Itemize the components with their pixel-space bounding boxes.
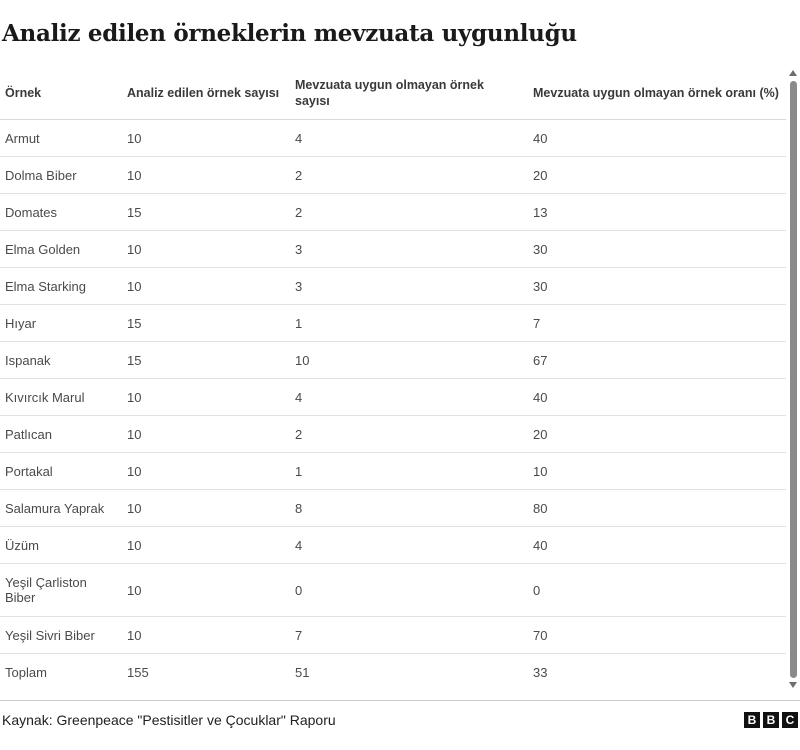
cell-analyzed-count: 15 [122, 341, 290, 379]
scroll-up-arrow-icon[interactable] [789, 70, 797, 76]
bbc-logo: B B C [744, 712, 798, 728]
cell-noncompliant-ratio: 20 [528, 156, 786, 194]
column-header-sample: Örnek [0, 66, 122, 120]
cell-noncompliant-count: 0 [290, 563, 528, 617]
cell-sample: Domates [0, 193, 122, 231]
cell-sample: Salamura Yaprak [0, 489, 122, 527]
table-row: Yeşil Çarliston Biber 10 0 0 [0, 563, 786, 617]
cell-noncompliant-ratio: 70 [528, 616, 786, 654]
cell-noncompliant-count: 7 [290, 616, 528, 654]
vertical-scrollbar[interactable] [787, 66, 800, 690]
cell-analyzed-count: 10 [122, 526, 290, 564]
cell-noncompliant-ratio: 20 [528, 415, 786, 453]
table-row: Elma Golden 10 3 30 [0, 230, 786, 268]
logo-letter: B [763, 712, 779, 728]
cell-sample: Portakal [0, 452, 122, 490]
cell-noncompliant-ratio: 10 [528, 452, 786, 490]
cell-noncompliant-ratio: 40 [528, 119, 786, 157]
cell-noncompliant-count: 8 [290, 489, 528, 527]
cell-analyzed-count: 10 [122, 230, 290, 268]
table-row: Kıvırcık Marul 10 4 40 [0, 378, 786, 416]
cell-noncompliant-ratio: 80 [528, 489, 786, 527]
table-row: Portakal 10 1 10 [0, 452, 786, 490]
data-table: Örnek Analiz edilen örnek sayısı Mevzuat… [0, 66, 786, 690]
table-row: Domates 15 2 13 [0, 193, 786, 231]
cell-analyzed-count: 10 [122, 415, 290, 453]
cell-analyzed-count: 10 [122, 563, 290, 617]
cell-noncompliant-count: 2 [290, 156, 528, 194]
table-row: Armut 10 4 40 [0, 119, 786, 157]
table-row-total: Toplam 155 51 33 [0, 653, 786, 690]
table-row: Üzüm 10 4 40 [0, 526, 786, 564]
cell-analyzed-count: 10 [122, 489, 290, 527]
cell-noncompliant-count: 4 [290, 119, 528, 157]
cell-analyzed-count: 10 [122, 452, 290, 490]
cell-sample: Armut [0, 119, 122, 157]
cell-sample: Yeşil Sivri Biber [0, 616, 122, 654]
cell-noncompliant-count: 3 [290, 267, 528, 305]
cell-noncompliant-ratio: 40 [528, 526, 786, 564]
source-note: Kaynak: Greenpeace "Pestisitler ve Çocuk… [2, 712, 336, 728]
cell-analyzed-count: 155 [122, 653, 290, 690]
cell-sample: Yeşil Çarliston Biber [0, 563, 122, 617]
cell-sample: Kıvırcık Marul [0, 378, 122, 416]
column-header-analyzed-count: Analiz edilen örnek sayısı [122, 66, 290, 120]
cell-noncompliant-ratio: 30 [528, 267, 786, 305]
cell-sample: Üzüm [0, 526, 122, 564]
cell-noncompliant-count: 3 [290, 230, 528, 268]
cell-noncompliant-ratio: 0 [528, 563, 786, 617]
table-row: Patlıcan 10 2 20 [0, 415, 786, 453]
cell-noncompliant-count: 4 [290, 526, 528, 564]
cell-noncompliant-ratio: 40 [528, 378, 786, 416]
cell-analyzed-count: 15 [122, 304, 290, 342]
logo-letter: C [782, 712, 798, 728]
cell-analyzed-count: 10 [122, 616, 290, 654]
cell-noncompliant-ratio: 7 [528, 304, 786, 342]
cell-analyzed-count: 10 [122, 267, 290, 305]
table-row: Salamura Yaprak 10 8 80 [0, 489, 786, 527]
cell-noncompliant-count: 2 [290, 415, 528, 453]
cell-noncompliant-count: 51 [290, 653, 528, 690]
logo-letter: B [744, 712, 760, 728]
cell-sample: Dolma Biber [0, 156, 122, 194]
cell-sample: Patlıcan [0, 415, 122, 453]
cell-noncompliant-ratio: 33 [528, 653, 786, 690]
column-header-noncompliant-ratio: Mevzuata uygun olmayan örnek oranı (%) [528, 66, 786, 120]
table-row: Ispanak 15 10 67 [0, 341, 786, 379]
cell-noncompliant-count: 2 [290, 193, 528, 231]
column-header-noncompliant-count: Mevzuata uygun olmayan örnek sayısı [290, 66, 528, 120]
cell-noncompliant-ratio: 67 [528, 341, 786, 379]
cell-analyzed-count: 10 [122, 378, 290, 416]
cell-sample: Hıyar [0, 304, 122, 342]
data-table-container: Örnek Analiz edilen örnek sayısı Mevzuat… [0, 66, 786, 690]
cell-noncompliant-count: 10 [290, 341, 528, 379]
table-row: Elma Starking 10 3 30 [0, 267, 786, 305]
table-row: Dolma Biber 10 2 20 [0, 156, 786, 194]
cell-noncompliant-count: 4 [290, 378, 528, 416]
cell-sample: Elma Starking [0, 267, 122, 305]
table-row: Yeşil Sivri Biber 10 7 70 [0, 616, 786, 654]
cell-analyzed-count: 15 [122, 193, 290, 231]
cell-noncompliant-count: 1 [290, 452, 528, 490]
scroll-down-arrow-icon[interactable] [789, 682, 797, 688]
cell-analyzed-count: 10 [122, 156, 290, 194]
cell-sample: Ispanak [0, 341, 122, 379]
footer-divider [0, 700, 800, 701]
cell-sample: Toplam [0, 653, 122, 690]
cell-analyzed-count: 10 [122, 119, 290, 157]
table-row: Hıyar 15 1 7 [0, 304, 786, 342]
cell-noncompliant-count: 1 [290, 304, 528, 342]
page-title: Analiz edilen örneklerin mevzuata uygunl… [2, 20, 577, 47]
table-header-row: Örnek Analiz edilen örnek sayısı Mevzuat… [0, 66, 786, 120]
cell-sample: Elma Golden [0, 230, 122, 268]
cell-noncompliant-ratio: 13 [528, 193, 786, 231]
cell-noncompliant-ratio: 30 [528, 230, 786, 268]
scrollbar-thumb[interactable] [790, 81, 797, 678]
